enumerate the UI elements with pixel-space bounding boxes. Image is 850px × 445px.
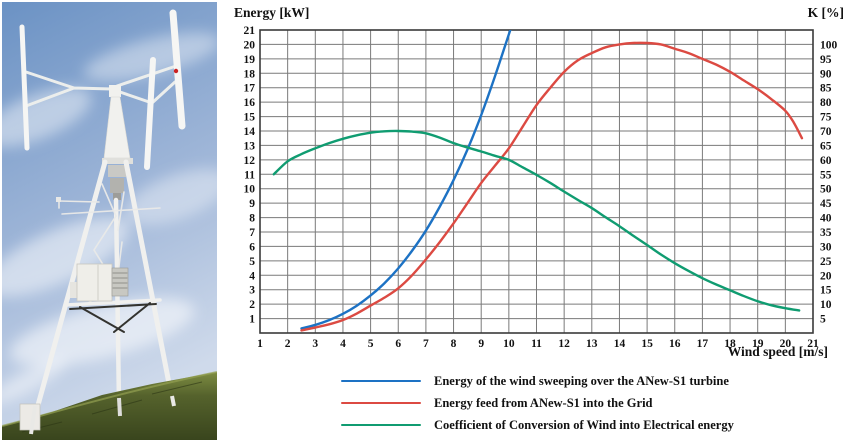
- svg-text:21: 21: [807, 338, 819, 350]
- tick-labels: 1 2 3 4 5 6 7 8 9 10 11 12 13 14 15 16 17 18 19 20 211234567…: [244, 25, 838, 350]
- turbine-photo-svg: [0, 2, 230, 440]
- svg-text:2: 2: [249, 299, 255, 311]
- svg-text:15: 15: [641, 338, 653, 350]
- svg-text:1: 1: [249, 314, 255, 326]
- svg-text:75: 75: [820, 112, 832, 124]
- svg-text:16: 16: [669, 338, 681, 350]
- svg-text:11: 11: [244, 169, 255, 181]
- series-curves: [272, 30, 804, 332]
- svg-text:95: 95: [820, 54, 832, 66]
- svg-text:65: 65: [820, 140, 832, 152]
- svg-text:3: 3: [312, 338, 318, 350]
- svg-text:7: 7: [423, 338, 429, 350]
- svg-text:4: 4: [249, 270, 255, 282]
- svg-text:20: 20: [244, 39, 256, 51]
- svg-text:6: 6: [395, 338, 401, 350]
- svg-text:10: 10: [244, 184, 256, 196]
- svg-text:11: 11: [531, 338, 542, 350]
- turbine-photo: [0, 2, 230, 440]
- legend-line-green: [341, 423, 421, 427]
- svg-text:20: 20: [780, 338, 792, 350]
- chart-legend: Energy of the wind sweeping over the ANe…: [341, 370, 734, 436]
- svg-text:10: 10: [820, 299, 832, 311]
- svg-text:3: 3: [249, 285, 255, 297]
- svg-text:30: 30: [820, 241, 832, 253]
- svg-text:15: 15: [244, 112, 256, 124]
- svg-text:8: 8: [451, 338, 457, 350]
- legend-label: Energy of the wind sweeping over the ANe…: [434, 373, 729, 388]
- x-axis-title: Wind speed [m/s]: [727, 344, 828, 359]
- svg-text:13: 13: [586, 338, 598, 350]
- svg-text:20: 20: [820, 270, 832, 282]
- svg-text:14: 14: [244, 126, 256, 138]
- svg-text:100: 100: [820, 39, 838, 51]
- svg-text:19: 19: [244, 54, 256, 66]
- red-dot: [173, 68, 179, 74]
- right-axis-title: K [%]: [807, 5, 844, 20]
- legend-label: Energy feed from ANew-S1 into the Grid: [434, 395, 653, 410]
- turbine-structure: [19, 9, 186, 419]
- svg-text:10: 10: [503, 338, 515, 350]
- svg-text:14: 14: [614, 338, 626, 350]
- svg-text:9: 9: [478, 338, 484, 350]
- svg-text:5: 5: [368, 338, 374, 350]
- svg-text:7: 7: [249, 227, 255, 239]
- left-axis-title: Energy [kW]: [234, 5, 310, 20]
- svg-text:8: 8: [249, 213, 255, 225]
- svg-text:1: 1: [257, 338, 263, 350]
- svg-text:90: 90: [820, 68, 832, 80]
- legend-row-grid-energy: Energy feed from ANew-S1 into the Grid: [341, 392, 734, 414]
- svg-text:85: 85: [820, 83, 832, 95]
- svg-text:25: 25: [820, 256, 832, 268]
- series-line-2: [272, 129, 801, 312]
- grid-lines: [259, 29, 814, 333]
- svg-text:80: 80: [820, 97, 832, 109]
- svg-text:12: 12: [244, 155, 256, 167]
- legend-line-blue: [341, 379, 421, 383]
- svg-text:5: 5: [820, 314, 826, 326]
- svg-text:2: 2: [285, 338, 291, 350]
- grass-hill: [2, 372, 217, 440]
- svg-text:18: 18: [724, 338, 736, 350]
- svg-text:17: 17: [244, 83, 256, 95]
- svg-text:19: 19: [752, 338, 764, 350]
- svg-text:40: 40: [820, 213, 832, 225]
- svg-text:55: 55: [820, 169, 832, 181]
- svg-text:17: 17: [697, 338, 709, 350]
- svg-text:50: 50: [820, 184, 832, 196]
- legend-row-coefficient: Coefficient of Conversion of Wind into E…: [341, 414, 734, 436]
- svg-text:12: 12: [558, 338, 570, 350]
- svg-text:35: 35: [820, 227, 832, 239]
- svg-text:18: 18: [244, 68, 256, 80]
- legend-row-wind-energy: Energy of the wind sweeping over the ANe…: [341, 370, 734, 392]
- vent-box: [111, 267, 129, 297]
- svg-text:16: 16: [244, 97, 256, 109]
- plot-border: [259, 29, 814, 334]
- svg-text:45: 45: [820, 198, 832, 210]
- legend-line-red: [341, 401, 421, 405]
- svg-text:15: 15: [820, 285, 832, 297]
- series-line-1: [300, 41, 804, 332]
- svg-text:9: 9: [249, 198, 255, 210]
- svg-text:4: 4: [340, 338, 346, 350]
- svg-text:21: 21: [244, 25, 256, 37]
- svg-text:13: 13: [244, 140, 256, 152]
- legend-label: Coefficient of Conversion of Wind into E…: [434, 417, 734, 432]
- svg-text:6: 6: [249, 241, 255, 253]
- svg-text:60: 60: [820, 155, 832, 167]
- series-line-0: [300, 30, 512, 330]
- svg-text:5: 5: [249, 256, 255, 268]
- svg-text:70: 70: [820, 126, 832, 138]
